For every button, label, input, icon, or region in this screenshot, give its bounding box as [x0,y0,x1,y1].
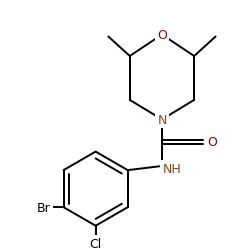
Text: NH: NH [162,162,181,175]
Text: N: N [157,113,167,127]
Text: Cl: Cl [90,237,102,250]
Text: O: O [207,136,217,149]
Text: Br: Br [37,201,51,214]
Text: O: O [157,29,167,42]
